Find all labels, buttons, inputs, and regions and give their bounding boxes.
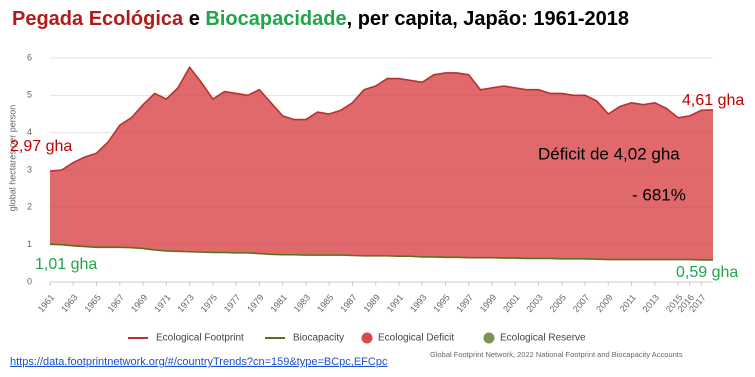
x-tick-label: 1973 [175, 292, 196, 314]
legend-swatch [483, 332, 495, 344]
x-tick-label: 2009 [594, 292, 615, 314]
y-tick-label: 4 [27, 127, 32, 137]
y-tick-label: 0 [27, 276, 32, 286]
x-tick-label: 1961 [36, 292, 57, 314]
annotation: 2,97 gha [10, 138, 72, 155]
x-tick-label: 1967 [106, 292, 127, 314]
x-tick-label: 1977 [222, 292, 243, 314]
deficit-area [50, 67, 713, 260]
x-tick-label: 2003 [524, 292, 545, 314]
x-tick-label: 1991 [385, 292, 406, 314]
y-tick-label: 2 [27, 202, 32, 212]
legend-label: Ecological Deficit [378, 333, 454, 344]
annotation: 1,01 gha [35, 256, 97, 273]
legend-label: Ecological Reserve [500, 333, 586, 344]
x-tick-label: 1987 [338, 292, 359, 314]
x-tick-label: 1989 [361, 292, 382, 314]
x-tick-label: 2013 [641, 292, 662, 314]
x-tick-label: 2007 [571, 292, 592, 314]
y-tick-label: 3 [27, 164, 32, 174]
x-tick-label: 1965 [82, 292, 103, 314]
annotation: - 681% [632, 185, 686, 204]
y-axis-label: global hectares per person [7, 105, 17, 212]
x-tick-label: 1963 [59, 292, 80, 314]
x-tick-label: 1975 [199, 292, 220, 314]
title-part: Biocapacidade [205, 8, 346, 30]
x-tick-label: 1985 [315, 292, 336, 314]
x-tick-label: 1995 [431, 292, 452, 314]
y-tick-label: 5 [27, 90, 32, 100]
legend-label: Biocapacity [293, 333, 344, 344]
legend-label: Ecological Footprint [156, 333, 244, 344]
x-tick-label: 1969 [129, 292, 150, 314]
y-tick-label: 1 [27, 239, 32, 249]
x-tick-label: 2005 [548, 292, 569, 314]
x-tick-label: 1983 [292, 292, 313, 314]
x-tick-label: 1981 [268, 292, 289, 314]
x-tick-label: 2001 [501, 292, 522, 314]
x-tick-label: 1999 [478, 292, 499, 314]
title-part: , per capita, Japão: 1961-2018 [347, 8, 629, 30]
x-tick-label: 1971 [152, 292, 173, 314]
title-part: Pegada Ecológica [12, 8, 184, 30]
source-link[interactable]: https://data.footprintnetwork.org/#/coun… [10, 356, 388, 368]
chart-title: Pegada Ecológica e Biocapacidade, per ca… [12, 8, 629, 30]
annotation: 4,61 gha [682, 92, 744, 109]
source-note: Global Footprint Network, 2022 National … [430, 350, 683, 359]
series-line [49, 243, 713, 261]
x-tick-label: 1997 [455, 292, 476, 314]
legend-swatch [361, 332, 373, 344]
y-tick-label: 6 [27, 52, 32, 62]
x-tick-label: 2011 [618, 292, 638, 313]
annotation: Déficit de 4,02 gha [538, 144, 680, 163]
series-line [49, 65, 714, 172]
annotation: 0,59 gha [676, 264, 738, 281]
title-part: e [183, 8, 205, 30]
x-tick-label: 1993 [408, 292, 429, 314]
x-tick-label: 1979 [245, 292, 266, 314]
